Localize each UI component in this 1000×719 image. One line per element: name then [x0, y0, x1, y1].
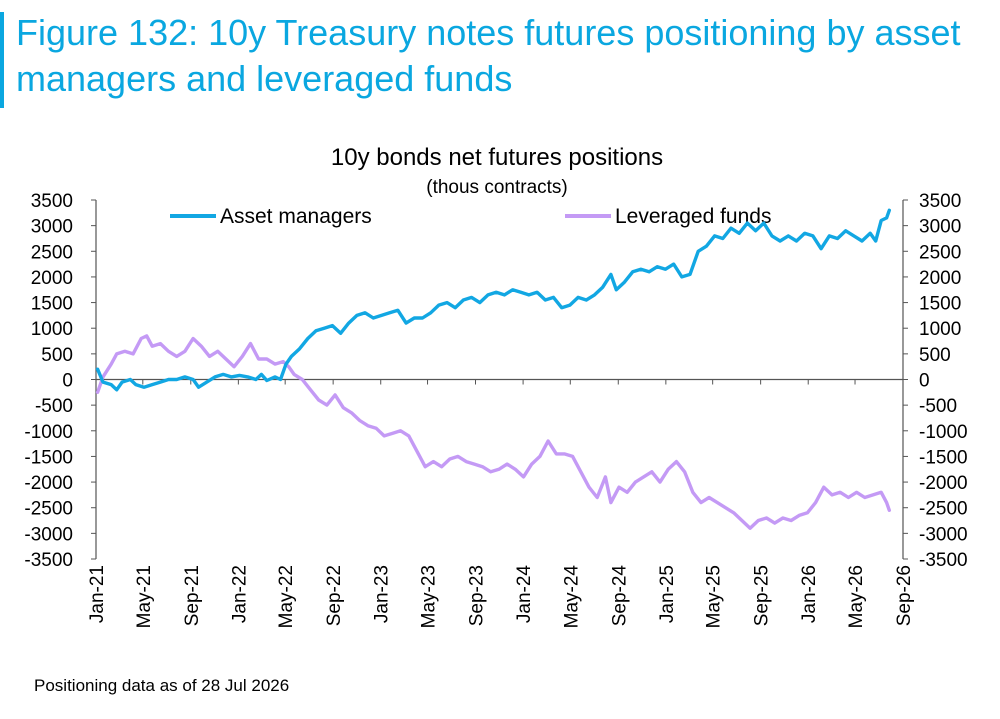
y-tick-label-left: 500	[41, 345, 73, 366]
y-tick-label-left: 3000	[31, 217, 73, 238]
y-tick-label-right: -500	[919, 396, 957, 417]
y-tick-label-left: -500	[35, 396, 73, 417]
y-tick-label-right: 2000	[919, 268, 961, 289]
figure-title: Figure 132: 10y Treasury notes futures p…	[16, 12, 961, 99]
y-tick-label-left: -3500	[24, 550, 73, 571]
x-tick-label: Sep-23	[467, 565, 488, 626]
y-tick-label-right: 1000	[919, 319, 961, 340]
x-tick-label: Sep-21	[182, 565, 203, 626]
y-tick-label-right: 2500	[919, 242, 961, 263]
y-tick-label-left: 1500	[31, 294, 73, 315]
series-layer	[95, 208, 891, 530]
series-line-leveraged-funds	[95, 334, 891, 530]
series-line-asset-managers	[95, 208, 891, 392]
y-tick-label-right: -2500	[919, 499, 968, 520]
header-accent-bar	[0, 12, 4, 108]
y-tick-label-right: -3000	[919, 524, 968, 545]
y-tick-label-left: -2500	[24, 499, 73, 520]
y-tick-label-left: 2000	[31, 268, 73, 289]
y-tick-label-right: 3000	[919, 217, 961, 238]
y-tick-label-right: -2000	[919, 473, 968, 494]
y-tick-label-left: 1000	[31, 319, 73, 340]
legend-label-leveraged-funds: Leveraged funds	[615, 205, 771, 228]
y-tick-label-right: 500	[919, 345, 951, 366]
y-tick-label-right: 1500	[919, 294, 961, 315]
footnote: Positioning data as of 28 Jul 2026	[34, 676, 290, 695]
x-tick-label: May-23	[419, 565, 440, 628]
x-tick-label: May-21	[134, 565, 155, 628]
chart-subtitle: (thous contracts)	[426, 177, 568, 198]
y-tick-label-left: 0	[62, 371, 73, 392]
x-tick-label: Jan-25	[657, 565, 678, 623]
x-tick-label: Jan-21	[87, 565, 108, 623]
x-tick-label: Jan-23	[372, 565, 393, 623]
x-tick-label: Jan-22	[229, 565, 250, 623]
y-tick-label-left: -3000	[24, 524, 73, 545]
x-tick-label: May-26	[846, 565, 867, 628]
x-tick-label: Sep-22	[324, 565, 345, 626]
x-tick-label: Sep-26	[894, 565, 915, 626]
x-tick-label: Jan-24	[514, 565, 535, 624]
y-tick-label-left: 3500	[31, 191, 73, 212]
y-tick-label-right: -1000	[919, 422, 968, 443]
y-tick-label-right: 3500	[919, 191, 961, 212]
y-tick-label-right: 0	[919, 371, 930, 392]
x-tick-label: Jan-26	[799, 565, 820, 623]
x-tick-label: May-25	[704, 565, 725, 628]
axes: 3500 3500 3000 3000 2500 2500 2000 2000 1500 1500…	[24, 191, 967, 628]
x-tick-label: Sep-25	[752, 565, 773, 626]
y-tick-label-left: 2500	[31, 242, 73, 263]
figure-header: Figure 132: 10y Treasury notes futures p…	[0, 8, 1000, 108]
y-tick-label-left: -1000	[24, 422, 73, 443]
x-tick-label: May-22	[276, 565, 297, 628]
y-tick-label-right: -1500	[919, 447, 968, 468]
legend-label-asset-managers: Asset managers	[220, 205, 372, 228]
y-tick-label-left: -2000	[24, 473, 73, 494]
x-tick-label: Sep-24	[609, 565, 630, 627]
legend: Asset managers Leveraged funds	[170, 205, 771, 228]
x-tick-label: May-24	[561, 565, 582, 629]
chart-title: 10y bonds net futures positions	[331, 144, 663, 171]
y-tick-label-left: -1500	[24, 447, 73, 468]
y-tick-label-right: -3500	[919, 550, 968, 571]
